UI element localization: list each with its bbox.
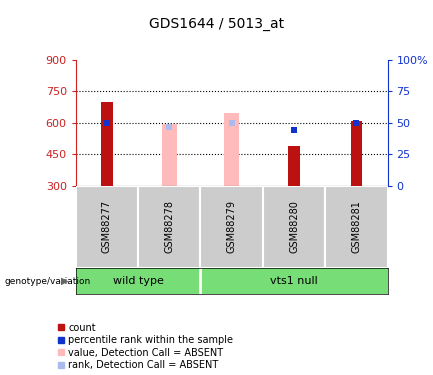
Bar — [288, 146, 300, 186]
Text: GSM88278: GSM88278 — [164, 200, 174, 254]
FancyBboxPatch shape — [200, 186, 263, 268]
FancyBboxPatch shape — [263, 186, 325, 268]
Text: genotype/variation: genotype/variation — [4, 277, 90, 286]
Legend: count, percentile rank within the sample, value, Detection Call = ABSENT, rank, : count, percentile rank within the sample… — [57, 323, 233, 370]
Bar — [224, 113, 239, 186]
Text: wild type: wild type — [113, 276, 164, 286]
Text: GSM88277: GSM88277 — [102, 200, 112, 254]
Text: GSM88280: GSM88280 — [289, 200, 299, 254]
FancyBboxPatch shape — [325, 186, 388, 268]
Bar — [101, 102, 113, 186]
Text: GDS1644 / 5013_at: GDS1644 / 5013_at — [149, 17, 284, 31]
Text: ▶: ▶ — [61, 276, 69, 286]
FancyBboxPatch shape — [76, 186, 138, 268]
Text: vts1 null: vts1 null — [270, 276, 318, 286]
FancyBboxPatch shape — [138, 186, 200, 268]
Text: GSM88281: GSM88281 — [351, 200, 362, 254]
Bar — [351, 121, 362, 186]
Bar — [162, 124, 177, 186]
Text: GSM88279: GSM88279 — [226, 200, 237, 254]
